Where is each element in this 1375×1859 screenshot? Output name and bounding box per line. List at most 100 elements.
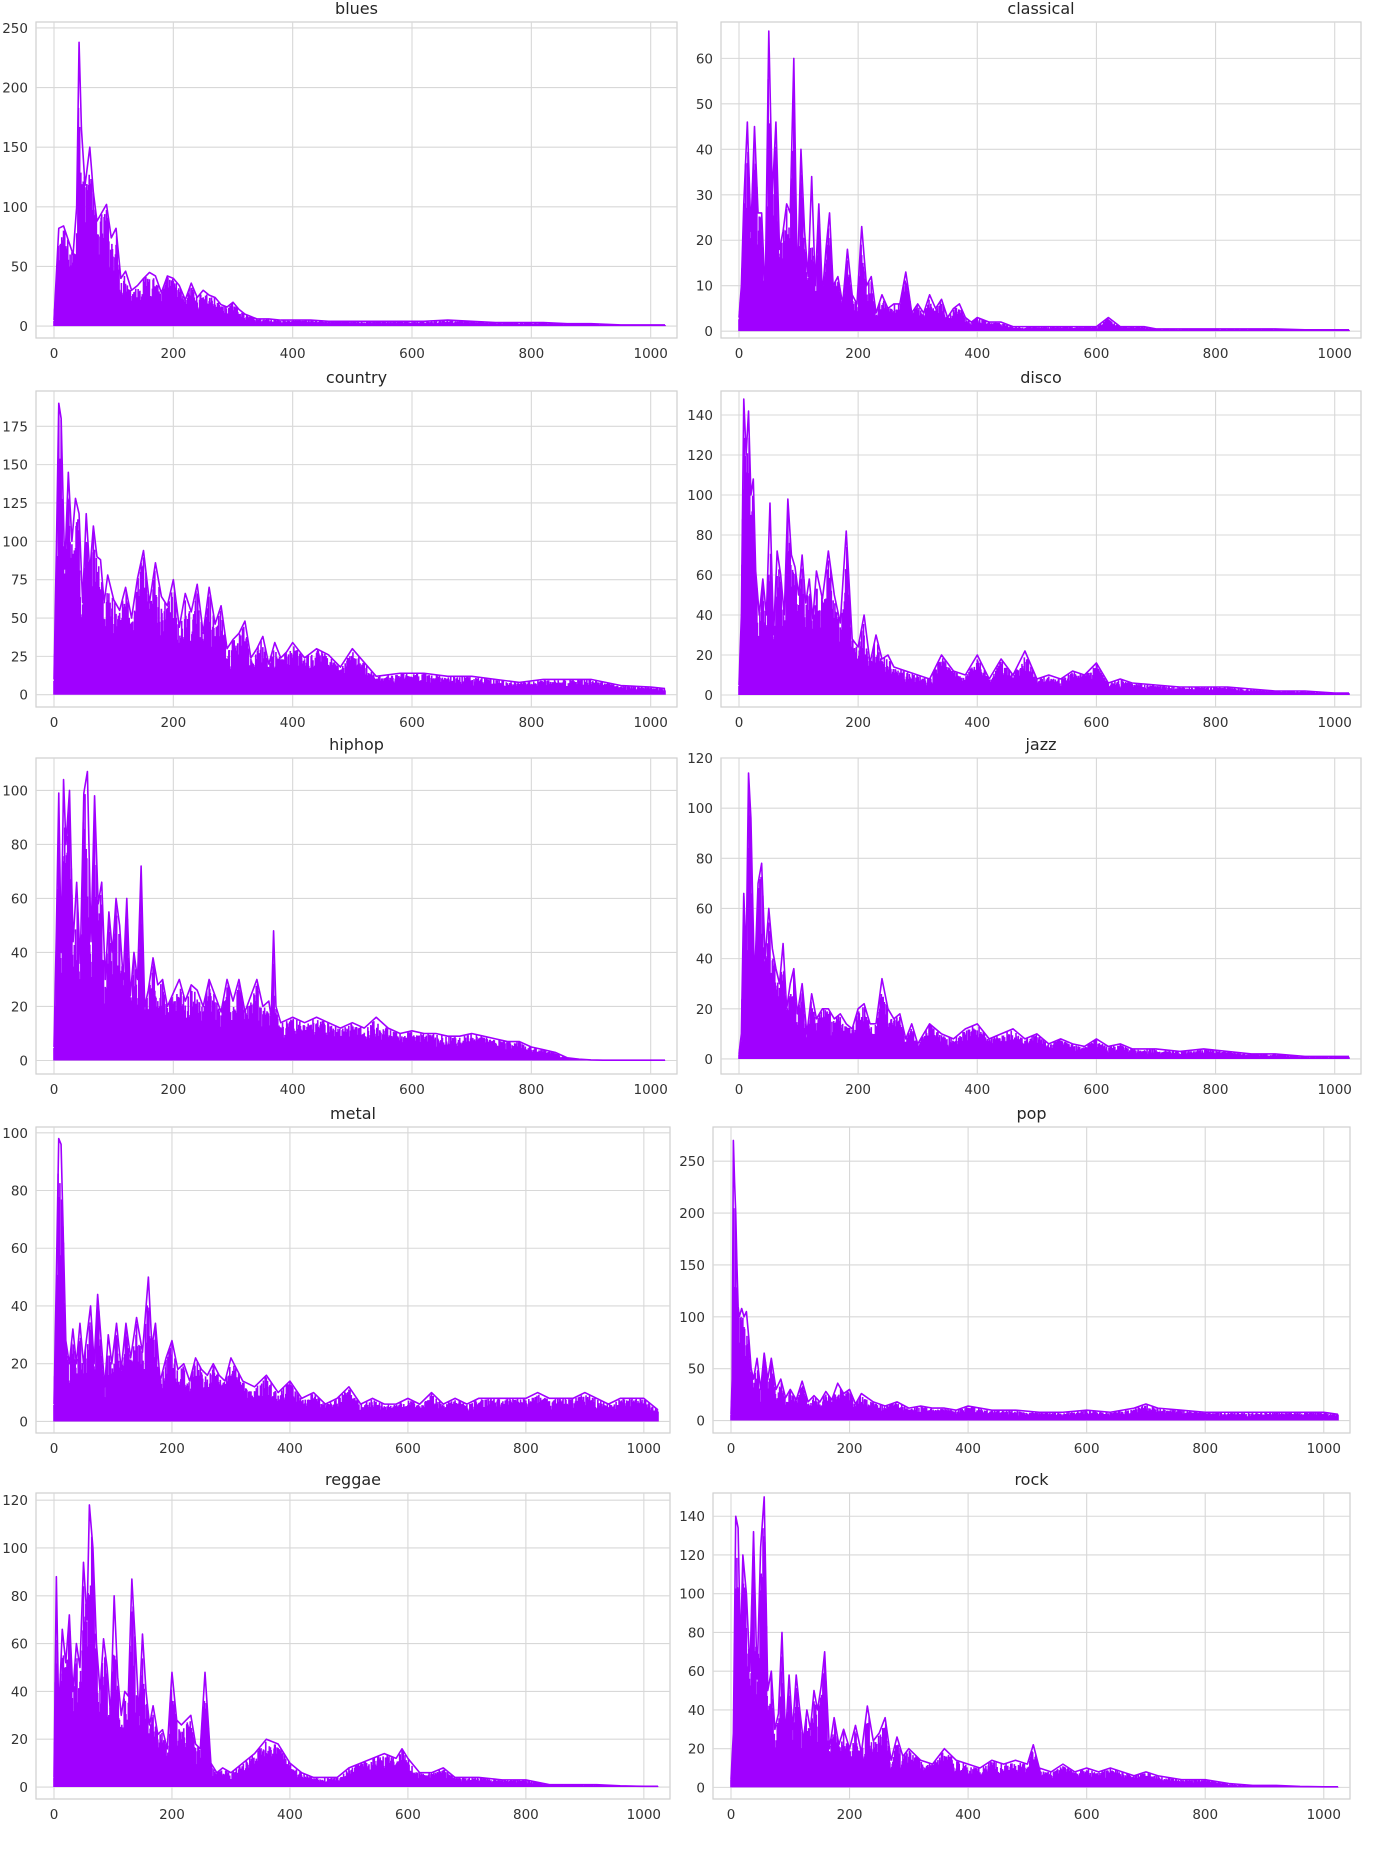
- y-tick-label: 60: [696, 901, 713, 917]
- x-tick-label: 200: [160, 715, 186, 731]
- y-tick-label: 40: [696, 608, 713, 624]
- y-tick-label: 120: [2, 1493, 28, 1509]
- y-tick-label: 0: [19, 1414, 28, 1430]
- x-tick-label: 1000: [1307, 1807, 1341, 1823]
- subplot-disco: 0 200 400 600 800 1000 0 20 40 60 80 100 120 140 disco: [687, 368, 1362, 731]
- spectrum-fill: [53, 1536, 659, 1788]
- x-tick-label: 600: [1084, 346, 1110, 362]
- subplot-reggae: 0 200 400 600 800 1000 0 20 40 60 80 100 120 reggae: [2, 1470, 671, 1823]
- x-tick-label: 400: [277, 1807, 303, 1823]
- y-tick-label: 60: [11, 1637, 28, 1653]
- y-tick-label: 150: [2, 458, 28, 474]
- y-tick-label: 50: [688, 1362, 705, 1378]
- y-tick-label: 250: [679, 1154, 705, 1170]
- y-tick-label: 150: [679, 1258, 705, 1274]
- x-tick-label: 400: [280, 346, 306, 362]
- x-tick-label: 200: [845, 715, 871, 731]
- subplot-rock: 0 200 400 600 800 1000 0 20 40 60 80 100 120 140 rock: [679, 1470, 1351, 1823]
- y-tick-label: 0: [19, 319, 28, 335]
- y-tick-label: 125: [2, 496, 28, 512]
- spectrum-fill: [730, 1208, 1339, 1421]
- y-tick-label: 20: [688, 1742, 705, 1758]
- x-tick-label: 1000: [634, 715, 668, 731]
- spectrum-line: [53, 402, 666, 690]
- y-tick-label: 20: [696, 1002, 713, 1018]
- x-tick-label: 600: [1074, 1807, 1100, 1823]
- x-tick-label: 400: [964, 715, 990, 731]
- y-tick-label: 25: [11, 649, 28, 665]
- x-tick-label: 0: [735, 715, 744, 731]
- x-tick-label: 200: [160, 346, 186, 362]
- y-tick-label: 40: [11, 945, 28, 961]
- spectrum-fill: [53, 411, 666, 695]
- x-tick-label: 600: [395, 1441, 421, 1457]
- x-tick-label: 400: [280, 1082, 306, 1098]
- x-tick-label: 800: [1192, 1441, 1218, 1457]
- x-tick-label: 1000: [627, 1441, 661, 1457]
- y-tick-label: 40: [696, 142, 713, 158]
- subplot-title: country: [326, 368, 387, 387]
- x-tick-label: 200: [845, 1082, 871, 1098]
- subplot-blues: 0 200 400 600 800 1000 0 50 100 150 200 250 blues: [2, 0, 678, 362]
- y-tick-label: 100: [2, 1541, 28, 1557]
- x-tick-label: 1000: [1307, 1441, 1341, 1457]
- y-tick-label: 20: [11, 1732, 28, 1748]
- x-tick-label: 800: [1192, 1807, 1218, 1823]
- y-tick-label: 20: [696, 648, 713, 664]
- y-tick-label: 0: [19, 688, 28, 704]
- x-tick-label: 400: [955, 1441, 981, 1457]
- spectrum-line: [738, 30, 1349, 331]
- x-tick-label: 400: [955, 1807, 981, 1823]
- subplot-metal: 0 200 400 600 800 1000 0 20 40 60 80 100 metal: [2, 1104, 671, 1457]
- x-tick-label: 0: [50, 1807, 59, 1823]
- x-tick-label: 400: [277, 1441, 303, 1457]
- y-tick-label: 175: [2, 419, 28, 435]
- y-tick-label: 120: [687, 751, 713, 767]
- x-tick-label: 800: [1203, 715, 1229, 731]
- x-tick-label: 0: [50, 1082, 59, 1098]
- x-tick-label: 200: [159, 1441, 185, 1457]
- y-tick-label: 100: [2, 783, 28, 799]
- subplot-pop: 0 200 400 600 800 1000 0 50 100 150 200 250 pop: [679, 1104, 1351, 1457]
- x-tick-label: 0: [735, 1082, 744, 1098]
- y-tick-label: 40: [11, 1299, 28, 1315]
- spectrum-line: [730, 1139, 1339, 1416]
- y-tick-label: 20: [11, 1357, 28, 1373]
- y-tick-label: 0: [704, 324, 713, 340]
- x-tick-label: 600: [399, 346, 425, 362]
- y-tick-label: 60: [11, 1241, 28, 1257]
- x-tick-label: 1000: [634, 346, 668, 362]
- y-tick-label: 120: [679, 1548, 705, 1564]
- spectrum-line: [53, 41, 665, 326]
- subplot-classical: 0 200 400 600 800 1000 0 10 20 30 40 50 60 classical: [696, 0, 1362, 362]
- subplot-title: blues: [335, 0, 378, 18]
- y-tick-label: 200: [679, 1206, 705, 1222]
- x-tick-label: 600: [399, 715, 425, 731]
- y-tick-label: 80: [11, 837, 28, 853]
- y-tick-label: 30: [696, 188, 713, 204]
- y-tick-label: 20: [696, 233, 713, 249]
- x-tick-label: 0: [50, 715, 59, 731]
- x-tick-label: 1000: [634, 1082, 668, 1098]
- spectrum-fill: [53, 1173, 659, 1422]
- subplot-title: pop: [1016, 1104, 1046, 1123]
- x-tick-label: 400: [280, 715, 306, 731]
- y-tick-label: 100: [679, 1587, 705, 1603]
- spectrum-line: [53, 770, 665, 1062]
- spectrum-line: [738, 772, 1349, 1058]
- y-tick-label: 140: [687, 408, 713, 424]
- subplot-hiphop: 0 200 400 600 800 1000 0 20 40 60 80 100 hiphop: [2, 735, 678, 1098]
- y-tick-label: 60: [11, 891, 28, 907]
- x-tick-label: 400: [964, 346, 990, 362]
- y-tick-label: 0: [19, 1780, 28, 1796]
- x-tick-label: 1000: [1318, 715, 1352, 731]
- y-tick-label: 60: [696, 568, 713, 584]
- y-tick-label: 100: [679, 1310, 705, 1326]
- y-tick-label: 60: [696, 51, 713, 67]
- x-tick-label: 800: [518, 1082, 544, 1098]
- subplot-title: hiphop: [329, 735, 384, 754]
- x-tick-label: 800: [1203, 346, 1229, 362]
- x-tick-label: 1000: [1318, 1082, 1352, 1098]
- y-tick-label: 0: [704, 1052, 713, 1068]
- y-tick-label: 50: [11, 259, 28, 275]
